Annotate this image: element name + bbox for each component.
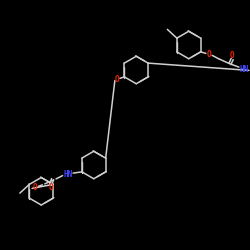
Text: O: O bbox=[115, 75, 120, 84]
Text: O: O bbox=[230, 52, 234, 60]
Text: O: O bbox=[33, 183, 38, 192]
Text: HN: HN bbox=[239, 65, 248, 74]
Text: HN: HN bbox=[64, 170, 73, 179]
Text: O: O bbox=[48, 184, 53, 192]
Text: O: O bbox=[206, 50, 211, 59]
